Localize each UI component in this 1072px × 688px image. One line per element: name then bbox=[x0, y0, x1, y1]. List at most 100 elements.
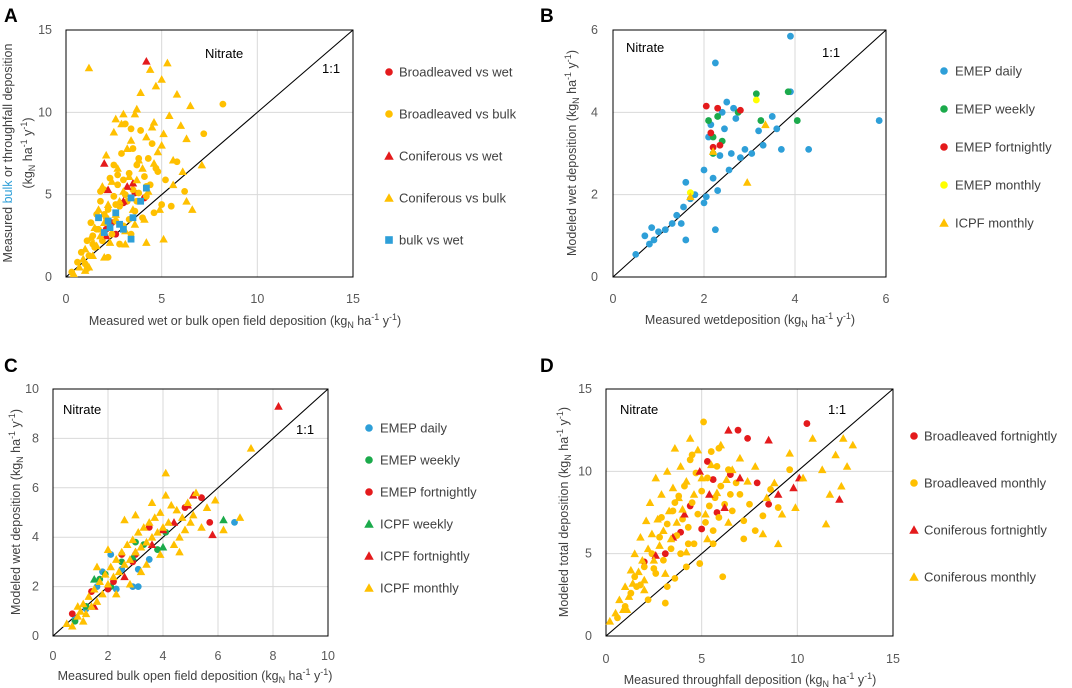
data-point bbox=[186, 101, 195, 110]
data-point bbox=[84, 262, 94, 271]
data-point bbox=[90, 574, 99, 583]
data-point bbox=[180, 525, 190, 534]
data-point bbox=[674, 493, 683, 502]
data-point bbox=[646, 240, 653, 248]
data-point bbox=[712, 488, 722, 497]
data-point bbox=[640, 575, 649, 584]
data-point bbox=[144, 155, 152, 162]
data-point bbox=[156, 550, 165, 558]
data-point bbox=[135, 189, 143, 197]
data-point bbox=[773, 125, 781, 133]
data-point bbox=[81, 609, 91, 618]
data-point bbox=[817, 465, 827, 474]
data-point bbox=[112, 589, 121, 598]
data-point bbox=[142, 184, 150, 192]
data-point bbox=[684, 540, 692, 548]
data-point bbox=[682, 563, 690, 571]
data-point bbox=[68, 610, 76, 618]
legend-label: ICPF monthly bbox=[955, 216, 1034, 231]
data-point bbox=[773, 539, 783, 548]
data-point bbox=[189, 510, 198, 519]
data-point bbox=[101, 150, 111, 159]
data-point bbox=[110, 161, 118, 169]
data-point bbox=[206, 518, 214, 526]
panel-c: 0 2 4 6 8 10 0 2 4 6 8 10 Nitrate 1:1 Measured bulk op… bbox=[7, 382, 477, 685]
data-point bbox=[605, 616, 615, 625]
data-point bbox=[757, 117, 765, 124]
data-point bbox=[103, 545, 113, 553]
y-tick-label: 5 bbox=[45, 188, 52, 202]
data-point bbox=[638, 556, 647, 564]
panel-a: 0 5 10 15 0 5 10 15 Nitrate 1:1 Measured wet or bu… bbox=[1, 23, 517, 330]
data-point bbox=[202, 503, 212, 511]
data-point bbox=[90, 223, 99, 231]
x-tick-label: 15 bbox=[346, 292, 360, 306]
data-point bbox=[662, 467, 672, 475]
data-point bbox=[183, 498, 192, 507]
data-point bbox=[620, 582, 630, 590]
data-point bbox=[650, 565, 658, 572]
data-point bbox=[132, 175, 142, 184]
panel-letter-a: A bbox=[4, 6, 18, 27]
data-point bbox=[107, 177, 117, 185]
data-point bbox=[688, 499, 696, 507]
legend-label: bulk vs wet bbox=[399, 233, 464, 248]
data-point bbox=[737, 154, 744, 162]
x-tick-label: 4 bbox=[160, 649, 167, 663]
legend: Broadleaved vs wet Broadleaved vs bulk Con… bbox=[384, 65, 517, 248]
data-point bbox=[84, 63, 94, 72]
legend-marker bbox=[384, 151, 394, 160]
data-point bbox=[168, 155, 178, 164]
data-point bbox=[746, 500, 753, 508]
data-point bbox=[659, 526, 668, 535]
legend-marker bbox=[364, 519, 374, 528]
y-tick-label: 10 bbox=[25, 382, 39, 396]
data-point bbox=[774, 504, 782, 511]
data-point bbox=[740, 517, 748, 525]
x-tick-label: 2 bbox=[105, 649, 112, 663]
data-point bbox=[743, 476, 752, 485]
legend-label: ICPF fortnightly bbox=[380, 549, 470, 564]
legend-label: EMEP fortnightly bbox=[955, 140, 1052, 155]
data-point bbox=[84, 592, 93, 600]
legend-label: Coniferous fortnightly bbox=[924, 523, 1047, 538]
data-point bbox=[161, 490, 170, 499]
data-point bbox=[142, 57, 151, 65]
data-point bbox=[724, 425, 733, 434]
data-point bbox=[145, 518, 154, 526]
plot-border bbox=[605, 388, 894, 637]
data-point bbox=[157, 75, 166, 83]
data-point bbox=[837, 481, 846, 490]
data-point bbox=[130, 109, 140, 118]
legend-marker bbox=[940, 105, 948, 113]
legend-marker bbox=[365, 456, 373, 464]
data-point bbox=[87, 219, 95, 227]
data-point bbox=[134, 528, 143, 536]
data-point bbox=[759, 141, 767, 149]
data-point bbox=[803, 420, 811, 427]
data-point bbox=[120, 225, 127, 233]
y-axis-title: Measured bulk or throughfall deposition bbox=[1, 44, 15, 263]
data-point bbox=[86, 233, 96, 241]
y-tick-label: 0 bbox=[591, 270, 598, 284]
y-tick-label: 0 bbox=[45, 270, 52, 284]
data-point bbox=[109, 127, 119, 136]
data-point bbox=[186, 518, 195, 526]
legend-marker bbox=[940, 181, 948, 189]
data-point bbox=[157, 141, 166, 149]
data-point bbox=[114, 181, 122, 189]
series-coniferous-monthly bbox=[605, 434, 858, 625]
data-point bbox=[724, 518, 733, 526]
y-axis-title: Modeled wet deposition (kgN ha-1 y-1) bbox=[563, 50, 581, 256]
data-point bbox=[697, 473, 706, 482]
data-point bbox=[657, 490, 666, 498]
data-point bbox=[682, 547, 691, 556]
data-point bbox=[680, 509, 689, 518]
data-point bbox=[685, 434, 695, 442]
data-point bbox=[695, 467, 705, 475]
data-point bbox=[112, 585, 120, 593]
data-point bbox=[686, 192, 695, 201]
data-point bbox=[92, 597, 102, 605]
legend-label: EMEP daily bbox=[955, 64, 1022, 79]
